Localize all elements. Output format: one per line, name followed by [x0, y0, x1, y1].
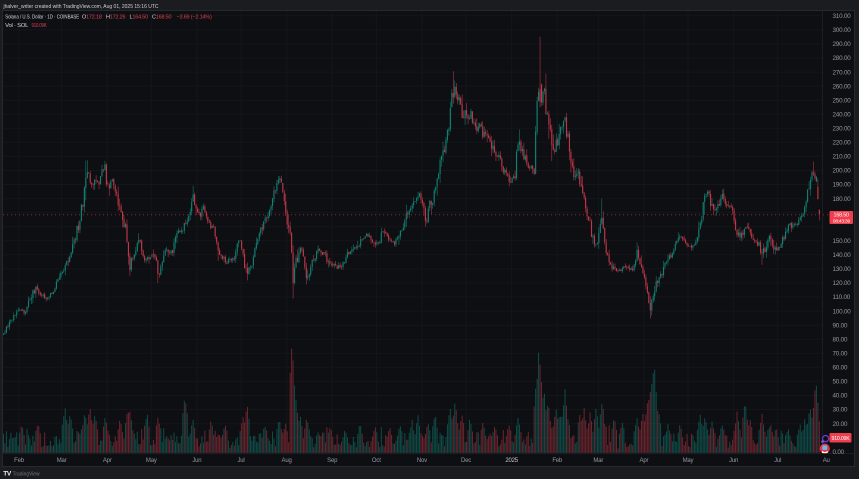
- svg-text:Vol · SOL: Vol · SOL: [5, 23, 28, 29]
- svg-text:90.00: 90.00: [833, 322, 848, 329]
- svg-text:Sep: Sep: [327, 458, 338, 464]
- svg-text:Feb: Feb: [552, 458, 563, 464]
- svg-text:TradingView: TradingView: [13, 471, 41, 477]
- svg-text:910.09K: 910.09K: [32, 23, 47, 29]
- svg-text:110.00: 110.00: [833, 294, 851, 301]
- svg-text:280.00: 280.00: [833, 55, 852, 62]
- svg-text:May: May: [146, 458, 157, 464]
- svg-text:100.00: 100.00: [833, 308, 852, 315]
- svg-text:Oct: Oct: [372, 458, 381, 464]
- svg-text:20.00: 20.00: [833, 421, 848, 428]
- svg-text:jhalver_writer created with Tr: jhalver_writer created with TradingView.…: [3, 4, 159, 10]
- svg-text:Dec: Dec: [461, 458, 471, 464]
- svg-text:130.00: 130.00: [833, 266, 852, 273]
- svg-text:250.00: 250.00: [833, 97, 852, 104]
- svg-text:310.00: 310.00: [833, 13, 852, 20]
- svg-text:Jun: Jun: [192, 458, 201, 464]
- svg-text:210.00: 210.00: [833, 154, 852, 161]
- svg-text:168.50: 168.50: [834, 213, 849, 219]
- svg-text:TV: TV: [3, 470, 12, 477]
- svg-text:910.09K: 910.09K: [832, 436, 851, 442]
- svg-text:260.00: 260.00: [833, 83, 852, 90]
- svg-text:O172.18: O172.18: [82, 15, 102, 21]
- svg-text:0.00: 0.00: [833, 449, 845, 456]
- svg-text:Aug: Aug: [282, 458, 292, 464]
- svg-text:150.00: 150.00: [833, 238, 852, 245]
- svg-text:08:43:39: 08:43:39: [833, 218, 851, 224]
- svg-text:300.00: 300.00: [833, 27, 852, 34]
- svg-text:240.00: 240.00: [833, 111, 852, 118]
- svg-text:270.00: 270.00: [833, 69, 852, 76]
- svg-text:70.00: 70.00: [833, 351, 848, 358]
- svg-text:2025: 2025: [505, 458, 518, 464]
- svg-text:L164.50: L164.50: [130, 15, 149, 21]
- svg-text:C168.50: C168.50: [152, 15, 172, 21]
- svg-text:Nov: Nov: [417, 458, 427, 464]
- svg-text:50.00: 50.00: [833, 379, 848, 386]
- svg-text:120.00: 120.00: [833, 280, 852, 287]
- svg-text:80.00: 80.00: [833, 336, 848, 343]
- svg-text:40.00: 40.00: [833, 393, 848, 400]
- svg-text:220.00: 220.00: [833, 140, 852, 147]
- svg-text:30.00: 30.00: [833, 407, 848, 414]
- svg-text:Jul: Jul: [237, 458, 244, 464]
- svg-text:May: May: [683, 458, 694, 464]
- svg-text:Feb: Feb: [14, 458, 25, 464]
- svg-text:Au: Au: [823, 458, 830, 464]
- svg-text:Mar: Mar: [593, 458, 603, 464]
- svg-text:Jul: Jul: [774, 458, 781, 464]
- svg-text:140.00: 140.00: [833, 252, 852, 259]
- svg-text:H172.26: H172.26: [106, 15, 126, 21]
- svg-text:290.00: 290.00: [833, 41, 852, 48]
- svg-text:Solana / U.S. Dollar · 1D · CO: Solana / U.S. Dollar · 1D · COINBASE: [5, 15, 79, 21]
- svg-text:Mar: Mar: [57, 458, 67, 464]
- svg-text:180.00: 180.00: [833, 196, 852, 203]
- svg-text:Apr: Apr: [640, 458, 649, 464]
- svg-text:200.00: 200.00: [833, 168, 852, 175]
- svg-text:230.00: 230.00: [833, 126, 852, 133]
- svg-text:190.00: 190.00: [833, 182, 852, 189]
- svg-text:−3.69 (−2.14%): −3.69 (−2.14%): [177, 15, 212, 21]
- svg-text:60.00: 60.00: [833, 365, 848, 372]
- svg-text:Apr: Apr: [103, 458, 112, 464]
- svg-text:Jun: Jun: [729, 458, 738, 464]
